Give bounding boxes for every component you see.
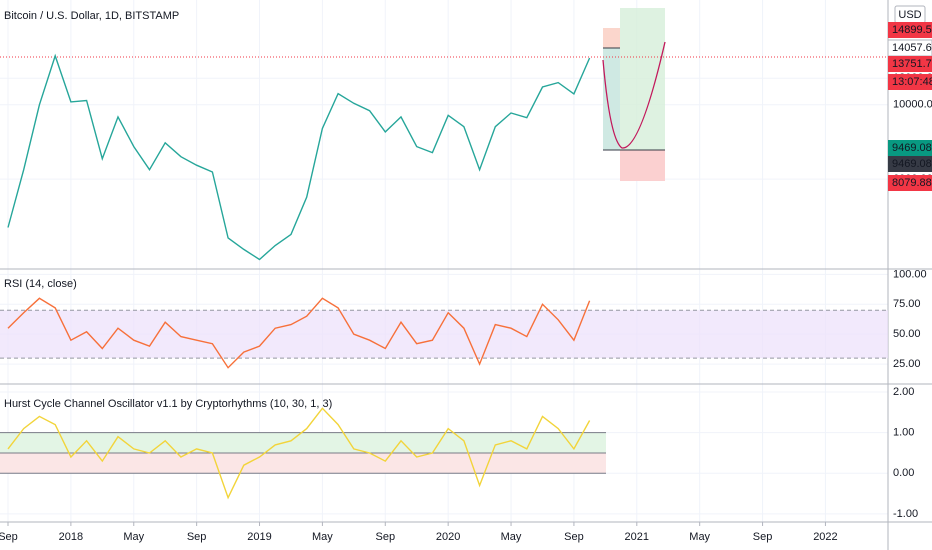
x-tick-label: Sep (753, 531, 773, 543)
profit-zone (620, 8, 665, 150)
price-tag (888, 22, 932, 38)
series-line (7, 297, 591, 369)
x-tick-label: May (689, 531, 710, 543)
price-label: 13751.70 (892, 58, 932, 70)
x-tick-label: 2021 (625, 531, 649, 543)
price-label: 9469.08 (892, 142, 932, 154)
entry-zone (603, 48, 620, 150)
upper-zone (0, 432, 606, 453)
x-tick-label: 2018 (59, 531, 83, 543)
x-tick-label: May (501, 531, 522, 543)
x-tick-label: May (312, 531, 333, 543)
y-tick-label: 25.00 (893, 358, 921, 370)
y-tick-label: 50.00 (893, 328, 921, 340)
currency-label[interactable]: USD (898, 9, 921, 21)
x-tick-label: Sep (564, 531, 584, 543)
x-tick-label: 2020 (436, 531, 460, 543)
y-tick-label: 2.00 (893, 386, 914, 398)
pane-title: RSI (14, close) (4, 278, 77, 290)
countdown: 13:07:48 (892, 76, 932, 88)
price-label: 8079.88 (892, 177, 932, 189)
x-tick-label: 2019 (247, 531, 271, 543)
y-tick-label: 75.00 (893, 298, 921, 310)
y-tick-label: -1.00 (893, 508, 918, 520)
x-tick-label: Sep (187, 531, 207, 543)
price-tag (888, 56, 932, 72)
price-tag (888, 175, 932, 191)
chart-title: Bitcoin / U.S. Dollar, 1D, BITSTAMP (4, 10, 179, 22)
projection-curve (602, 41, 666, 149)
countdown-tag (888, 74, 932, 90)
x-tick-label: Sep (0, 531, 18, 543)
y-tick-label: 100.00 (893, 268, 927, 280)
price-label: 9469.08 (892, 158, 932, 170)
price-label: 14057.64 (892, 42, 932, 54)
series-line (7, 407, 591, 500)
y-tick-label: 0.00 (893, 467, 914, 479)
series-line (7, 53, 591, 261)
price-label: 14899.58 (892, 24, 932, 36)
rsi-band (0, 310, 888, 359)
loss-zone (620, 150, 665, 181)
x-tick-label: 2022 (813, 531, 837, 543)
y-tick-label: 1.00 (893, 427, 914, 439)
lower-zone (0, 452, 606, 474)
x-tick-label: Sep (375, 531, 395, 543)
pane-title: Hurst Cycle Channel Oscillator v1.1 by C… (4, 398, 332, 410)
y-tick-label: 10000.00 (893, 99, 932, 111)
entry-zone (603, 28, 620, 48)
price-tag (888, 156, 932, 172)
price-tag (888, 140, 932, 156)
x-tick-label: May (123, 531, 144, 543)
